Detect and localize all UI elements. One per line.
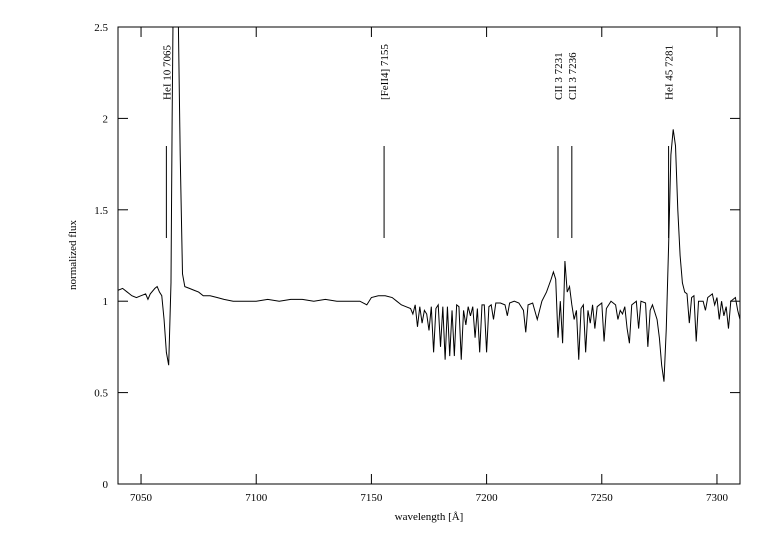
y-tick-label: 0 [103, 479, 109, 491]
line-label: HeI 45 7281 [664, 45, 676, 100]
plot-area [118, 27, 740, 382]
x-tick-label: 7100 [245, 492, 268, 504]
line-label: CII 3 7231 [553, 52, 565, 100]
line-label: [FeII4] 7155 [379, 44, 391, 100]
y-tick-label: 1 [103, 296, 109, 308]
spectrum-line [118, 27, 740, 382]
x-tick-label: 7200 [476, 492, 499, 504]
y-tick-label: 2 [103, 113, 109, 125]
line-label: CII 3 7236 [567, 52, 579, 100]
y-axis-label: normalized flux [67, 220, 79, 290]
y-tick-label: 2.5 [94, 22, 108, 34]
y-tick-label: 1.5 [94, 205, 108, 217]
line-label: HeI 10 7065 [161, 45, 173, 100]
x-tick-label: 7300 [706, 492, 729, 504]
plot-frame [117, 26, 741, 485]
x-tick-label: 7050 [130, 492, 153, 504]
x-tick-label: 7250 [591, 492, 614, 504]
y-tick-label: 0.5 [94, 388, 108, 400]
x-tick-label: 7150 [360, 492, 383, 504]
x-axis-label: wavelength [Å] [395, 511, 464, 523]
